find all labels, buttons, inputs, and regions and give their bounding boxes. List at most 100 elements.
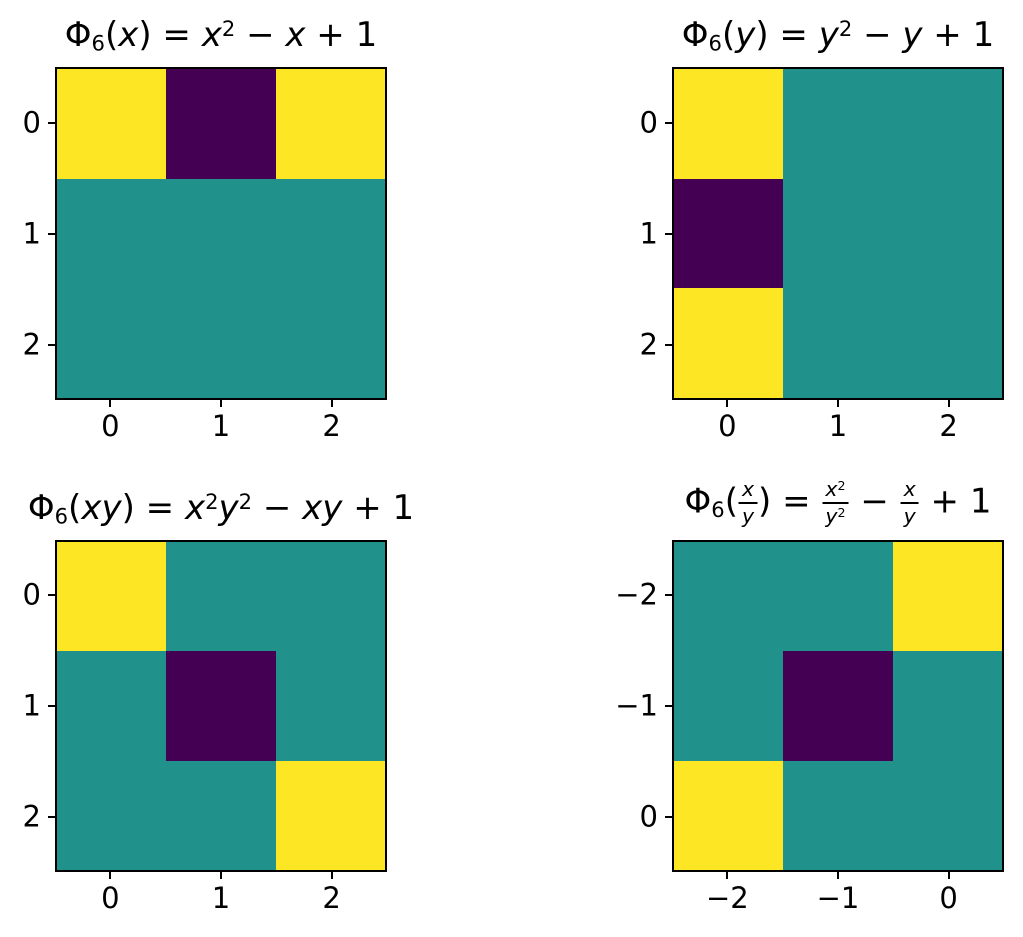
heatmap-cell <box>57 760 167 870</box>
y-tick-label: 2 <box>22 799 41 834</box>
y-tick-label: 0 <box>639 105 658 139</box>
heatmap-cell <box>674 542 784 652</box>
heatmap-cell <box>783 542 893 652</box>
y-tick-mark <box>665 705 672 707</box>
heatmap-cell <box>892 651 1002 761</box>
subplot-phi6-of-xy: Φ6(xy) = x2y2 − xy + 1 0 1 2 0 1 2 <box>23 490 415 913</box>
heatmap-cell <box>783 69 893 179</box>
y-tick-mark <box>48 815 55 818</box>
x-tick-mark <box>837 872 839 879</box>
x-tick-label: 2 <box>939 409 958 443</box>
x-tick-label: 1 <box>211 409 231 443</box>
heatmap-cell <box>783 288 893 398</box>
heatmap-cell <box>892 542 1002 652</box>
y-tick-label: 1 <box>639 216 658 250</box>
heatmap-grid <box>672 67 1004 400</box>
heatmap-cell <box>57 651 167 761</box>
y-tick-mark <box>665 232 672 235</box>
heatmap-cell <box>783 178 893 289</box>
x-tick-mark <box>220 872 222 879</box>
x-tick-label: 0 <box>718 409 737 443</box>
heatmap-cell <box>892 69 1002 179</box>
y-tick-mark <box>665 121 672 124</box>
heatmap-cell <box>57 178 167 289</box>
x-tick-label: 0 <box>101 881 120 915</box>
x-tick-label: 1 <box>828 409 848 443</box>
y-tick-label: 0 <box>22 577 41 612</box>
y-tick-label: 0 <box>639 799 658 834</box>
y-tick-label: −1 <box>615 688 658 723</box>
heatmap-cell <box>783 651 893 761</box>
x-tick-mark <box>109 400 112 407</box>
y-tick-mark <box>665 594 672 597</box>
heatmap-cell <box>674 288 784 398</box>
x-tick-label: −1 <box>816 881 860 915</box>
heatmap-cell <box>674 178 784 289</box>
heatmap-cell <box>166 760 276 870</box>
heatmap-cell <box>57 288 167 398</box>
heatmap-cell <box>166 288 276 398</box>
y-tick-mark <box>48 232 55 235</box>
subplot-phi6-of-y: Φ6(y) = y2 − y + 1 0 1 2 0 1 2 <box>640 17 1004 441</box>
y-tick-mark <box>665 343 672 346</box>
heatmap-cell <box>892 288 1002 398</box>
heatmap-cell <box>275 542 385 652</box>
x-tick-label: 0 <box>101 409 120 443</box>
fraction: x2 y2 <box>822 478 849 528</box>
heatmap-grid <box>55 540 387 872</box>
x-tick-mark <box>947 400 950 407</box>
y-tick-label: 1 <box>22 216 41 250</box>
heatmap-cell <box>892 178 1002 289</box>
x-tick-label: −2 <box>705 881 749 915</box>
subplot-title: Φ6(x) = x2 − x + 1 <box>64 15 378 56</box>
heatmap-cell <box>166 69 276 179</box>
y-tick-label: 2 <box>22 327 41 361</box>
heatmap-cell <box>275 760 385 870</box>
x-tick-mark <box>220 400 222 407</box>
heatmap-cell <box>892 760 1002 870</box>
heatmap-cell <box>783 760 893 870</box>
heatmap-cell <box>275 288 385 398</box>
x-tick-label: 2 <box>322 409 341 443</box>
y-tick-mark <box>48 343 55 346</box>
heatmap-cell <box>674 651 784 761</box>
y-tick-mark <box>48 594 55 597</box>
y-tick-label: 2 <box>639 327 658 361</box>
x-tick-mark <box>947 872 950 879</box>
heatmap-cell <box>166 178 276 289</box>
x-tick-mark <box>837 400 839 407</box>
heatmap-grid <box>55 67 387 400</box>
heatmap-cell <box>57 69 167 179</box>
heatmap-cell <box>275 178 385 289</box>
subplot-title: Φ6(y) = y2 − y + 1 <box>681 15 995 56</box>
x-tick-label: 0 <box>939 881 958 915</box>
y-tick-mark <box>48 121 55 124</box>
y-tick-mark <box>48 705 55 707</box>
x-tick-mark <box>109 872 112 879</box>
heatmap-cell <box>674 760 784 870</box>
x-tick-mark <box>330 400 333 407</box>
heatmap-cell <box>166 542 276 652</box>
y-tick-label: 1 <box>22 688 41 723</box>
heatmap-grid <box>672 540 1004 872</box>
x-tick-label: 2 <box>322 881 341 915</box>
x-tick-mark <box>330 872 333 879</box>
heatmap-cell <box>275 651 385 761</box>
subplot-phi6-of-x: Φ6(x) = x2 − x + 1 0 1 2 0 1 2 <box>23 17 387 441</box>
heatmap-cell <box>166 651 276 761</box>
y-tick-mark <box>665 815 672 818</box>
x-tick-mark <box>726 400 729 407</box>
subplot-title: Φ6(xy) = x2y2 − xy + 1 <box>27 488 415 529</box>
heatmap-cell <box>275 69 385 179</box>
y-tick-label: −2 <box>615 577 658 612</box>
heatmap-cell <box>57 542 167 652</box>
y-tick-label: 0 <box>22 105 41 139</box>
x-tick-label: 1 <box>211 881 231 915</box>
x-tick-mark <box>726 872 729 879</box>
heatmap-cell <box>674 69 784 179</box>
